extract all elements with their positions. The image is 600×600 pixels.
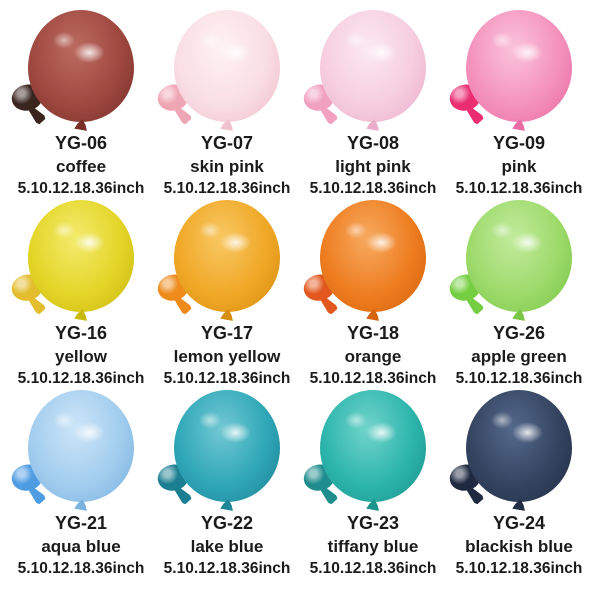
balloon-image [174, 10, 280, 122]
product-code: YG-16 [54, 322, 108, 343]
product-cell: YG-24 blackish blue 5.10.12.18.36inch [446, 386, 592, 576]
balloon-photo [446, 6, 592, 125]
balloon-photo [154, 196, 300, 315]
balloon-image [320, 10, 426, 122]
product-cell: YG-08 light pink 5.10.12.18.36inch [300, 6, 446, 196]
product-color-name: lemon yellow [173, 346, 281, 366]
product-cell: YG-16 yellow 5.10.12.18.36inch [8, 196, 154, 386]
product-color-name: orange [344, 346, 402, 366]
product-code: YG-21 [54, 512, 108, 533]
product-cell: YG-22 lake blue 5.10.12.18.36inch [154, 386, 300, 576]
product-color-name: blackish blue [465, 536, 573, 556]
balloon-image [466, 390, 572, 502]
product-sizes: 5.10.12.18.36inch [163, 179, 291, 197]
product-code: YG-09 [492, 132, 546, 153]
product-color-name: aqua blue [41, 536, 121, 556]
balloon-photo [154, 386, 300, 505]
balloon-image [28, 10, 134, 122]
product-code: YG-22 [200, 512, 254, 533]
product-sizes: 5.10.12.18.36inch [163, 559, 291, 577]
product-code: YG-17 [200, 322, 254, 343]
product-sizes: 5.10.12.18.36inch [17, 179, 145, 197]
balloon-photo [8, 386, 154, 505]
product-color-name: pink [501, 156, 537, 176]
product-cell: YG-17 lemon yellow 5.10.12.18.36inch [154, 196, 300, 386]
product-color-name: skin pink [190, 156, 264, 176]
product-code: YG-18 [346, 322, 400, 343]
balloon-photo [154, 6, 300, 125]
balloon-image [466, 10, 572, 122]
balloon-image [28, 390, 134, 502]
balloon-image [466, 200, 572, 312]
balloon-image [174, 200, 280, 312]
balloon-photo [446, 196, 592, 315]
balloon-image [320, 390, 426, 502]
product-sizes: 5.10.12.18.36inch [455, 559, 583, 577]
product-code: YG-24 [492, 512, 546, 533]
balloon-photo [8, 196, 154, 315]
balloon-photo [446, 386, 592, 505]
product-sizes: 5.10.12.18.36inch [309, 369, 437, 387]
product-code: YG-26 [492, 322, 546, 343]
product-sizes: 5.10.12.18.36inch [309, 179, 437, 197]
product-color-name: yellow [55, 346, 107, 366]
product-sizes: 5.10.12.18.36inch [163, 369, 291, 387]
balloon-image [174, 390, 280, 502]
product-sizes: 5.10.12.18.36inch [17, 559, 145, 577]
product-cell: YG-26 apple green 5.10.12.18.36inch [446, 196, 592, 386]
product-color-name: light pink [335, 156, 411, 176]
product-color-name: coffee [55, 156, 107, 176]
product-code: YG-23 [346, 512, 400, 533]
product-sizes: 5.10.12.18.36inch [17, 369, 145, 387]
product-sizes: 5.10.12.18.36inch [309, 559, 437, 577]
product-code: YG-08 [346, 132, 400, 153]
product-cell: YG-09 pink 5.10.12.18.36inch [446, 6, 592, 196]
product-color-name: tiffany blue [327, 536, 419, 556]
product-cell: YG-18 orange 5.10.12.18.36inch [300, 196, 446, 386]
product-code: YG-07 [200, 132, 254, 153]
product-sizes: 5.10.12.18.36inch [455, 369, 583, 387]
product-grid: YG-06 coffee 5.10.12.18.36inch YG-07 ski… [0, 0, 600, 576]
product-code: YG-06 [54, 132, 108, 153]
product-color-name: apple green [471, 346, 567, 366]
balloon-photo [8, 6, 154, 125]
balloon-photo [300, 6, 446, 125]
balloon-photo [300, 386, 446, 505]
product-color-name: lake blue [190, 536, 264, 556]
product-cell: YG-06 coffee 5.10.12.18.36inch [8, 6, 154, 196]
product-sizes: 5.10.12.18.36inch [455, 179, 583, 197]
product-cell: YG-23 tiffany blue 5.10.12.18.36inch [300, 386, 446, 576]
product-cell: YG-21 aqua blue 5.10.12.18.36inch [8, 386, 154, 576]
balloon-image [28, 200, 134, 312]
balloon-image [320, 200, 426, 312]
product-cell: YG-07 skin pink 5.10.12.18.36inch [154, 6, 300, 196]
balloon-photo [300, 196, 446, 315]
